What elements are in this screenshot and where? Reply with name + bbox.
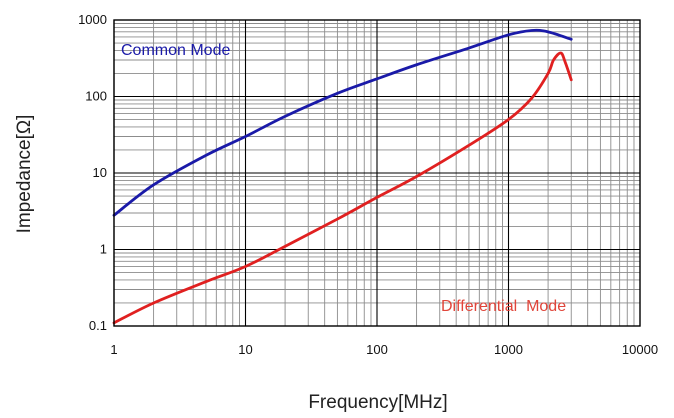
common-mode-annotation: Common Mode: [121, 42, 230, 59]
common-mode-line: [112, 28, 573, 217]
y-tick-labels: 0.1 1 10 100 1000: [78, 12, 107, 333]
y-tick-label: 1: [100, 242, 107, 257]
series-lines: [112, 28, 573, 325]
y-tick-label: 10: [93, 165, 107, 180]
y-tick-label: 1000: [78, 12, 107, 27]
x-tick-label: 10: [238, 342, 252, 357]
differential-mode-line: [112, 51, 573, 325]
x-axis-title: Frequency[MHz]: [308, 392, 447, 413]
x-tick-labels: 1 10 100 1000 10000: [110, 342, 658, 357]
y-tick-label: 0.1: [89, 318, 107, 333]
differential-mode-annotation: Differential Mode: [441, 298, 566, 315]
y-axis-title: Impedance[Ω]: [14, 115, 35, 234]
x-tick-label: 1: [110, 342, 117, 357]
plot-border: [113, 19, 641, 327]
x-tick-label: 1000: [494, 342, 523, 357]
x-tick-label: 100: [366, 342, 388, 357]
x-tick-label: 10000: [622, 342, 658, 357]
y-tick-label: 100: [85, 89, 107, 104]
